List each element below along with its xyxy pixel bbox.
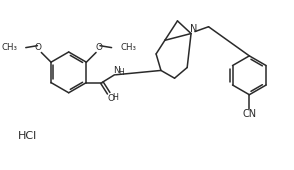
Text: CN: CN: [242, 109, 256, 119]
Text: H: H: [113, 93, 118, 102]
Text: O: O: [96, 43, 103, 52]
Text: O: O: [107, 94, 114, 103]
Text: HCl: HCl: [18, 131, 38, 141]
Text: N: N: [190, 24, 198, 34]
Text: CH₃: CH₃: [1, 43, 17, 52]
Text: CH₃: CH₃: [120, 43, 136, 52]
Text: O: O: [35, 43, 42, 52]
Text: N: N: [113, 66, 120, 75]
Text: H: H: [118, 68, 124, 77]
